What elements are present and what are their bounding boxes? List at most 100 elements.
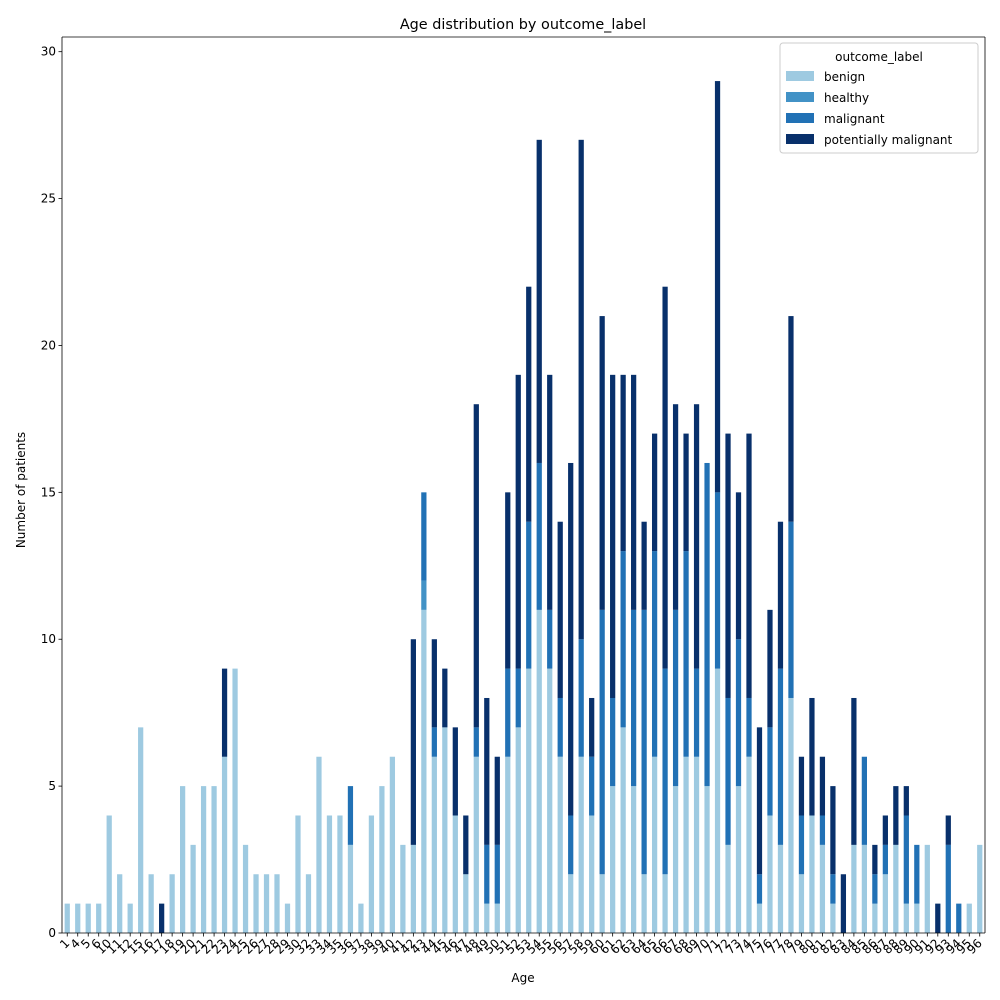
bar-segment-benign-age-69: [693, 756, 700, 933]
bar-segment-malignant-age-76: [767, 727, 773, 816]
bar-segment-benign-age-28: [274, 874, 280, 933]
bar-segment-potentially-malignant-age-51: [505, 492, 511, 669]
bar-segment-malignant-age-82: [830, 874, 836, 904]
bar-segment-benign-age-40: [389, 756, 396, 933]
bar-segment-potentially-malignant-age-69: [693, 404, 700, 669]
bar-segment-benign-age-63: [631, 786, 637, 933]
bar-segment-benign-age-48: [473, 756, 479, 933]
bar-segment-benign-age-30: [295, 815, 301, 933]
bar-segment-potentially-malignant-age-42: [410, 639, 416, 845]
y-tick-label: 25: [41, 192, 56, 206]
bar-segment-malignant-age-79: [798, 815, 805, 875]
bar-segment-malignant-age-69: [693, 668, 700, 757]
bar-segment-benign-age-89: [903, 903, 909, 933]
legend-label-healthy: healthy: [824, 91, 869, 105]
bar-segment-potentially-malignant-age-80: [809, 697, 815, 816]
bar-segment-malignant-age-77: [777, 668, 784, 845]
bar-segment-potentially-malignant-age-87: [882, 815, 888, 845]
bar-segment-potentially-malignant-age-23: [221, 668, 228, 757]
bar-segment-benign-age-18: [169, 874, 175, 933]
bar-segment-benign-age-25: [242, 844, 249, 933]
bar-segment-potentially-malignant-age-67: [672, 404, 679, 610]
bar-segment-potentially-malignant-age-77: [777, 521, 784, 669]
bar-segment-benign-age-86: [872, 903, 878, 933]
y-tick-label: 15: [41, 485, 56, 499]
bar-segment-malignant-age-43: [421, 492, 427, 581]
legend-label-potentially-malignant: potentially malignant: [824, 133, 953, 147]
bar-segment-malignant-age-53: [526, 521, 532, 669]
bar-segment-benign-age-26: [253, 874, 259, 933]
bar-segment-benign-age-95: [966, 903, 972, 933]
bar-segment-malignant-age-85: [861, 756, 867, 845]
legend-label-benign: benign: [824, 70, 865, 84]
bar-segment-benign-age-64: [641, 874, 647, 933]
bar-segment-benign-age-39: [379, 786, 385, 933]
bar-segment-benign-age-58: [578, 756, 584, 933]
bar-segment-malignant-age-64: [641, 609, 647, 875]
bar-segment-benign-age-49: [484, 903, 490, 933]
bar-segment-benign-age-71: [714, 668, 721, 933]
bar-segment-benign-age-1: [64, 903, 70, 933]
bar-segment-potentially-malignant-age-75: [756, 727, 763, 875]
chart-title: Age distribution by outcome_label: [400, 17, 646, 33]
bar-segment-benign-age-62: [620, 727, 626, 933]
y-tick-label: 10: [41, 632, 56, 646]
bar-segment-potentially-malignant-age-53: [526, 286, 532, 522]
bar-segment-benign-age-73: [735, 786, 742, 933]
bar-segment-benign-age-77: [777, 844, 784, 933]
bar-segment-potentially-malignant-age-71: [714, 81, 721, 493]
bar-segment-malignant-age-73: [735, 639, 742, 787]
bar-segment-potentially-malignant-age-52: [515, 374, 521, 669]
bar-segment-potentially-malignant-age-92: [935, 903, 941, 933]
bar-segment-benign-age-61: [610, 786, 616, 933]
legend-swatch-malignant: [786, 113, 814, 123]
y-tick-label: 0: [48, 926, 56, 940]
y-tick-label: 20: [41, 338, 56, 352]
bar-segment-benign-age-56: [557, 756, 563, 933]
bar-segment-malignant-age-63: [631, 609, 637, 787]
bar-segment-benign-age-55: [547, 668, 553, 933]
bar-segment-potentially-malignant-age-49: [484, 697, 490, 845]
bar-segment-benign-age-27: [263, 874, 270, 933]
bar-segment-benign-age-22: [211, 786, 217, 933]
bar-segment-potentially-malignant-age-72: [725, 433, 731, 698]
bar-segment-benign-age-44: [431, 756, 437, 933]
bar-segment-benign-age-52: [515, 727, 521, 933]
bar-segment-benign-age-75: [756, 903, 763, 933]
bar-segment-benign-age-42: [410, 844, 416, 933]
bar-segment-malignant-age-94: [956, 903, 962, 933]
bar-segment-benign-age-81: [819, 844, 826, 933]
bar-segment-benign-age-32: [305, 874, 312, 933]
bar-segment-potentially-malignant-age-61: [610, 374, 616, 698]
bar-segment-benign-age-38: [368, 815, 375, 933]
bar-segment-malignant-age-48: [473, 727, 479, 757]
bar-segment-benign-age-54: [536, 609, 542, 933]
bar-segment-benign-age-66: [662, 874, 668, 933]
bar-segment-benign-age-4: [75, 903, 81, 933]
bar-segment-benign-age-23: [221, 756, 228, 933]
bar-segment-benign-age-53: [526, 668, 532, 933]
bar-segment-potentially-malignant-age-84: [851, 697, 857, 845]
bar-segment-benign-age-36: [347, 844, 354, 933]
bar-segment-malignant-age-36: [347, 786, 354, 845]
legend-label-malignant: malignant: [824, 112, 885, 126]
bar-segment-potentially-malignant-age-76: [767, 609, 773, 728]
bar-segment-healthy-age-43: [421, 580, 427, 610]
bar-segment-potentially-malignant-age-73: [735, 492, 742, 640]
bar-segment-benign-age-11: [117, 874, 123, 933]
bar-segment-benign-age-91: [924, 844, 930, 933]
bar-segment-malignant-age-54: [536, 462, 542, 610]
bar-segment-benign-age-85: [861, 844, 867, 933]
bar-segment-benign-age-5: [85, 903, 91, 933]
legend-swatch-healthy: [786, 92, 814, 102]
bar-segment-malignant-age-51: [505, 668, 511, 757]
bar-segment-potentially-malignant-age-63: [631, 374, 637, 610]
bar-segment-benign-age-65: [651, 756, 658, 933]
bar-segment-potentially-malignant-age-93: [945, 815, 951, 845]
bar-segment-benign-age-79: [798, 874, 805, 933]
y-tick-label: 30: [41, 45, 56, 59]
bar-segment-potentially-malignant-age-68: [683, 433, 689, 552]
bar-segment-malignant-age-87: [882, 844, 888, 875]
